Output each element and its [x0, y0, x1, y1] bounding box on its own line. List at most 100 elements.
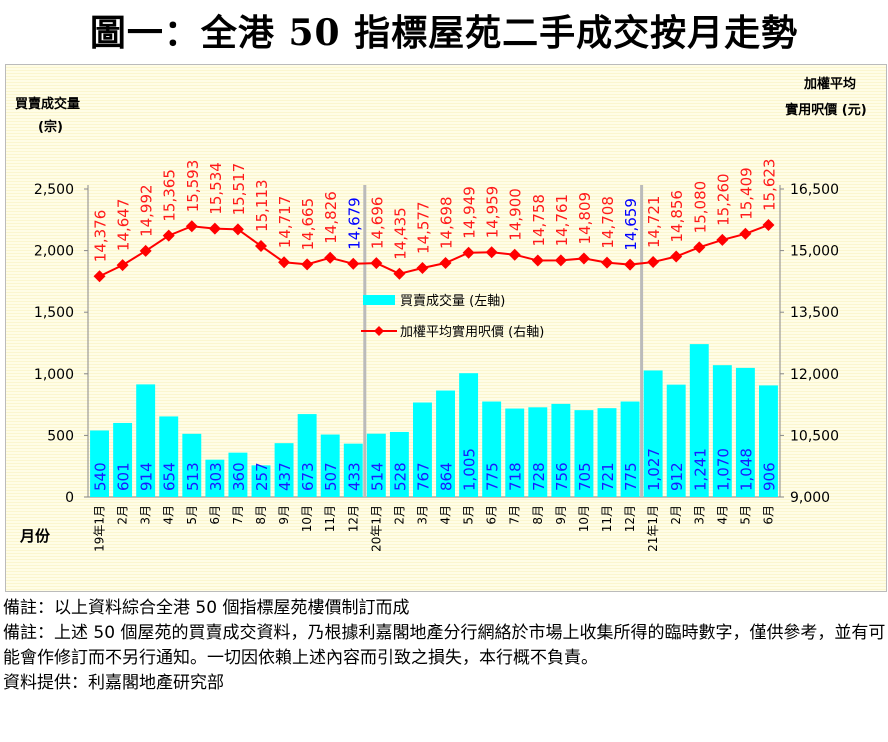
price-value-label: 14,761 — [553, 194, 571, 247]
price-marker — [693, 241, 706, 254]
price-value-label: 14,826 — [322, 191, 340, 244]
x-tick-label: 4月 — [162, 505, 176, 525]
price-marker — [324, 251, 337, 264]
chart-frame — [5, 64, 887, 592]
bar-value-label: 906 — [760, 462, 778, 491]
right-axis-title: 加權平均 — [803, 76, 856, 92]
price-value-label: 14,696 — [368, 197, 386, 250]
x-tick-label: 3月 — [692, 505, 706, 525]
bar-value-label: 1,005 — [461, 448, 479, 491]
bar-value-label: 728 — [530, 462, 548, 491]
price-marker — [439, 257, 452, 270]
price-marker — [255, 239, 267, 252]
note-1: 備註：以上資料綜合全港 50 個指標屋苑樓價制訂而成 — [3, 598, 410, 618]
legend-bar-swatch — [363, 295, 395, 305]
left-tick-label: 2,000 — [34, 244, 74, 260]
x-tick-label: 10月 — [577, 505, 591, 532]
price-marker — [531, 254, 544, 267]
price-value-label: 14,717 — [276, 196, 294, 249]
price-marker — [185, 220, 198, 233]
price-value-label: 14,698 — [438, 197, 456, 250]
bar — [620, 401, 640, 497]
x-tick-label: 5月 — [462, 505, 476, 525]
bar-value-label: 912 — [668, 462, 686, 491]
right-tick-label: 9,000 — [790, 490, 830, 506]
bar — [297, 414, 317, 497]
bar — [90, 430, 109, 497]
chart-title: 圖一：全港 50 指標屋苑二手成交按月走勢 — [89, 12, 799, 54]
price-value-label: 15,623 — [760, 159, 778, 212]
bar-value-label: 1,048 — [737, 448, 755, 491]
x-tick-label: 7月 — [508, 505, 522, 525]
bar-value-label: 914 — [138, 462, 156, 491]
price-marker — [139, 244, 152, 257]
x-tick-label: 12月 — [346, 505, 360, 532]
x-tick-label: 8月 — [254, 505, 268, 525]
x-tick-label: 9月 — [277, 505, 291, 525]
bar — [712, 365, 732, 497]
bar-value-label: 513 — [184, 462, 202, 491]
left-tick-label: 1,500 — [34, 305, 74, 321]
x-tick-label: 2月 — [669, 505, 683, 525]
x-tick-label: 4月 — [439, 505, 453, 525]
x-tick-label: 12月 — [623, 505, 637, 532]
bar-value-label: 775 — [484, 462, 502, 491]
price-marker — [462, 246, 475, 259]
x-tick-label: 9月 — [554, 505, 568, 525]
bar — [205, 459, 225, 497]
price-value-label: 14,435 — [391, 207, 409, 260]
price-marker — [416, 261, 429, 274]
price-marker — [762, 219, 775, 232]
left-axis-title: 買賣成交量 — [15, 96, 80, 112]
x-tick-label: 5月 — [185, 505, 199, 525]
price-marker — [393, 267, 406, 280]
price-value-label: 15,593 — [184, 160, 202, 213]
x-tick-label: 21年1月 — [646, 505, 660, 552]
price-value-label: 15,409 — [737, 167, 755, 220]
bar — [759, 385, 778, 497]
bar-value-label: 654 — [161, 462, 179, 491]
price-marker — [647, 256, 660, 269]
price-marker — [670, 250, 683, 263]
price-value-label: 14,900 — [507, 188, 525, 241]
right-tick-label: 12,000 — [790, 367, 839, 383]
price-value-label: 15,080 — [691, 181, 709, 234]
x-tick-label: 8月 — [531, 505, 545, 525]
price-value-label: 14,665 — [299, 198, 317, 251]
price-value-label: 15,365 — [161, 169, 179, 222]
bar — [113, 422, 133, 497]
x-tick-label: 2月 — [116, 505, 130, 525]
left-tick-label: 500 — [47, 428, 74, 444]
bar — [643, 370, 663, 497]
bar — [251, 465, 271, 497]
price-value-label: 14,758 — [530, 194, 548, 247]
bar-value-label: 507 — [322, 462, 340, 491]
bar — [459, 373, 479, 497]
legend-line-label: 加權平均實用呎價 (右軸) — [400, 324, 544, 340]
x-tick-label: 11月 — [323, 505, 337, 532]
price-marker — [485, 246, 498, 259]
bar — [735, 367, 755, 497]
bar — [436, 390, 455, 497]
price-marker — [508, 248, 521, 261]
x-tick-label: 20年1月 — [369, 505, 383, 552]
bar-value-label: 528 — [391, 462, 409, 491]
price-value-label: 15,534 — [207, 162, 225, 215]
price-value-label: 14,659 — [622, 198, 640, 251]
right-tick-label: 15,000 — [790, 244, 839, 260]
price-value-label: 14,679 — [345, 197, 363, 250]
x-tick-label: 6月 — [761, 505, 775, 525]
price-value-label: 14,577 — [414, 201, 432, 254]
price-marker — [116, 259, 129, 272]
bar-value-label: 437 — [276, 462, 294, 491]
bar — [343, 443, 363, 497]
x-tick-label: 10月 — [300, 505, 314, 532]
x-tick-label: 11月 — [600, 505, 614, 532]
price-marker — [577, 252, 590, 265]
price-marker — [624, 258, 637, 271]
price-value-label: 14,647 — [115, 199, 133, 252]
price-marker — [739, 227, 752, 240]
bar-value-label: 864 — [438, 462, 456, 491]
right-axis-unit: 實用呎價 (元) — [785, 102, 866, 118]
